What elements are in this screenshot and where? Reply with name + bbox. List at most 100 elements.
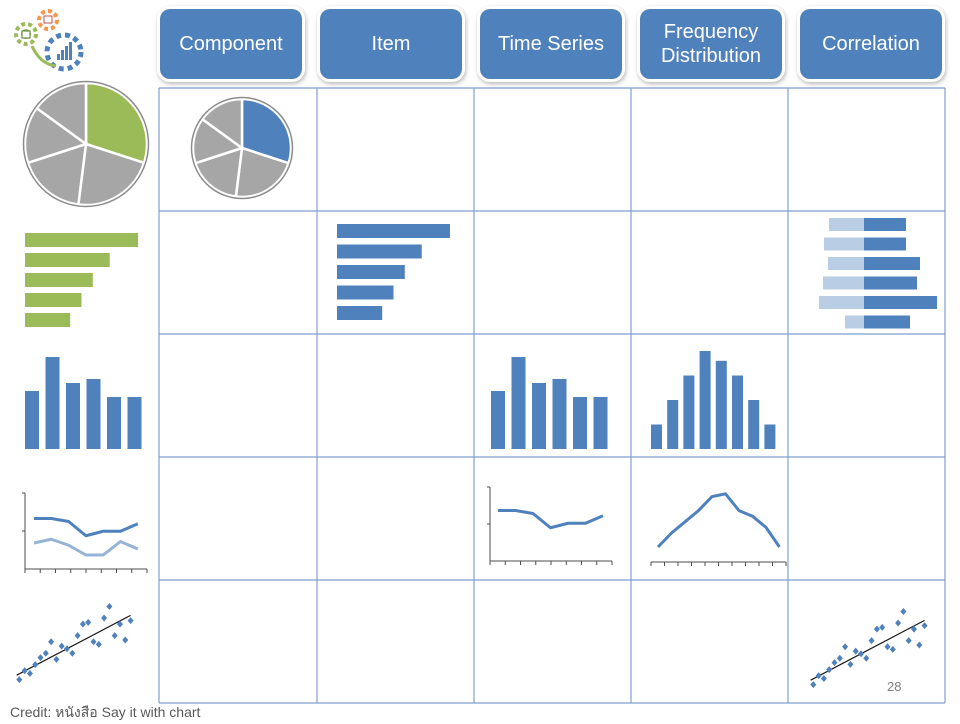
- correlation-left-bar: [845, 315, 864, 329]
- frequency-bar: [748, 400, 760, 449]
- correlation-right-bar: [864, 237, 906, 251]
- frequency-bar: [699, 351, 711, 449]
- side-scatter-point: [101, 614, 108, 622]
- correlation-scatter-point: [905, 637, 912, 645]
- header-correlation: Correlation: [800, 9, 942, 79]
- correlation-right-bar: [864, 257, 920, 270]
- side-pie-slice: [76, 142, 146, 207]
- frequency-bar: [651, 424, 662, 449]
- correlation-scatter-point: [900, 608, 907, 616]
- item-bar: [337, 244, 422, 259]
- side-item-bar: [25, 293, 82, 307]
- credit-text: Credit: หนังสือ Say it with chart: [10, 704, 201, 720]
- time-series-line-series: [498, 509, 604, 530]
- header-component: Component: [160, 9, 302, 79]
- side-scatter-point: [79, 620, 86, 628]
- item-bar: [337, 306, 383, 320]
- time-series-bar: [511, 357, 526, 449]
- correlation-scatter-point: [815, 672, 822, 680]
- gears-chart-logo-icon: [10, 6, 90, 81]
- component-pie-outline: [190, 96, 294, 200]
- correlation-right-bar: [864, 276, 917, 290]
- correlation-scatter-point: [858, 650, 864, 658]
- side-scatter-point: [122, 636, 129, 644]
- time-series-bar: [593, 397, 608, 449]
- time-series-bar: [552, 379, 567, 449]
- correlation-scatter-point: [836, 654, 843, 662]
- correlation-scatter-point: [868, 637, 875, 645]
- correlation-scatter-point: [889, 645, 896, 653]
- frequency-line-series: [656, 492, 781, 549]
- side-scatter-point: [64, 645, 70, 653]
- side-pie-slice: [34, 81, 88, 147]
- correlation-scatter-point: [863, 654, 870, 662]
- component-pie-slice: [200, 97, 244, 151]
- side-scatter-point: [117, 620, 123, 628]
- side-scatter-point: [95, 640, 102, 648]
- item-bar: [337, 285, 394, 300]
- side-column-bar: [66, 383, 80, 449]
- side-column-bar: [107, 397, 121, 449]
- side-scatter-point: [42, 649, 49, 657]
- item-bar: [337, 224, 450, 238]
- side-line-series-dark: [34, 517, 139, 538]
- frequency-bar: [764, 424, 776, 449]
- correlation-scatter-point: [884, 643, 891, 651]
- side-line-series-light: [33, 537, 139, 557]
- side-scatter-point: [111, 632, 118, 640]
- correlation-scatter-point: [831, 659, 838, 667]
- correlation-scatter-point: [873, 625, 880, 633]
- frequency-bar: [715, 360, 727, 449]
- page-number: 28: [887, 679, 902, 694]
- component-pie-slice: [240, 97, 293, 165]
- side-scatter-point: [26, 669, 33, 677]
- correlation-left-bar: [828, 257, 864, 270]
- side-scatter-point: [127, 617, 134, 625]
- correlation-scatter-point: [852, 647, 859, 655]
- component-pie-slice: [234, 146, 291, 199]
- side-scatter-point: [32, 661, 39, 669]
- correlation-scatter-point: [842, 643, 849, 651]
- time-series-bar: [532, 383, 546, 449]
- correlation-scatter-point: [895, 619, 902, 627]
- correlation-scatter-point: [916, 641, 923, 649]
- correlation-right-bar: [864, 218, 906, 231]
- header-time-series: Time Series: [480, 9, 622, 79]
- side-scatter-point: [58, 642, 65, 650]
- correlation-scatter-point: [879, 623, 886, 631]
- side-item-bar: [25, 253, 110, 267]
- side-scatter-point: [74, 632, 81, 640]
- side-scatter-point: [21, 667, 28, 675]
- side-scatter-point: [48, 638, 55, 646]
- time-series-bar: [491, 391, 505, 449]
- correlation-right-bar: [864, 296, 937, 309]
- frequency-bar: [732, 375, 743, 449]
- correlation-left-bar: [823, 276, 864, 290]
- correlation-scatter-point: [826, 666, 833, 674]
- side-item-bar: [25, 233, 138, 247]
- side-pie-outline: [22, 80, 150, 208]
- correlation-scatter-point: [921, 622, 928, 630]
- side-column-bar: [86, 379, 101, 449]
- side-item-bar: [25, 273, 93, 287]
- side-scatter-point: [106, 603, 113, 611]
- correlation-scatter-point: [810, 681, 817, 689]
- side-column-bar: [25, 391, 39, 449]
- side-column-bar: [45, 357, 60, 449]
- side-scatter-point: [53, 655, 60, 663]
- side-scatter-point: [37, 654, 44, 662]
- correlation-right-bar: [864, 315, 910, 329]
- side-pie-slice: [84, 81, 149, 165]
- correlation-left-bar: [824, 237, 864, 251]
- correlation-left-bar: [819, 296, 864, 309]
- side-scatter-point: [90, 638, 97, 646]
- side-item-bar: [25, 313, 71, 327]
- time-series-bar: [573, 397, 587, 449]
- frequency-bar: [667, 400, 679, 449]
- side-scatter-point: [69, 649, 76, 657]
- header-frequency-distribution: Frequency Distribution: [640, 9, 782, 79]
- correlation-left-bar: [829, 218, 864, 231]
- correlation-scatter-point: [820, 674, 827, 682]
- item-bar: [337, 265, 405, 279]
- side-scatter-point: [85, 618, 92, 626]
